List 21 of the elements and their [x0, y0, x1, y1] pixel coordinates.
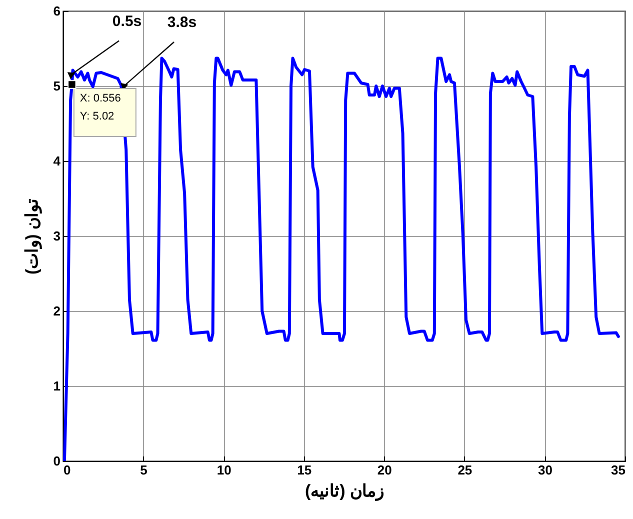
x-tick-label: 25 — [458, 462, 472, 478]
y-tick-label: 4 — [53, 154, 62, 168]
x-tick-label: 10 — [216, 462, 232, 478]
y-axis-title: توان (وات) — [22, 198, 42, 275]
x-tick-label: 5 — [140, 462, 148, 478]
x-tick-label: 30 — [538, 462, 552, 478]
annotation: 0.5s — [112, 12, 142, 30]
x-tick-label: 35 — [611, 462, 626, 478]
x-tick-label: 0 — [64, 462, 71, 478]
annotation: Y: 5.02 — [80, 110, 114, 122]
y-tick-label: 3 — [53, 228, 60, 244]
y-tick-label: 1 — [53, 378, 60, 394]
x-tick-label: 20 — [377, 462, 392, 478]
x-tick-label: 15 — [297, 462, 312, 478]
y-tick-label: 6 — [53, 4, 60, 18]
y-tick-label: 5 — [53, 78, 60, 94]
x-axis-title: زمان (ثانیه) — [304, 482, 384, 502]
y-tick-label: 2 — [53, 304, 60, 318]
annotation: X: 0.556 — [80, 92, 121, 104]
line-series — [63, 56, 620, 461]
annotation: 3.8s — [167, 14, 197, 31]
